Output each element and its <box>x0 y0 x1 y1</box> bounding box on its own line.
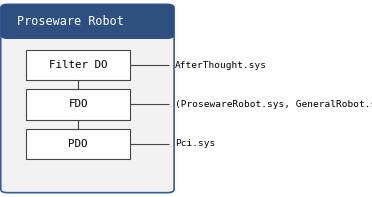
Text: PDO: PDO <box>68 139 88 149</box>
Text: FDO: FDO <box>68 99 88 109</box>
Text: (ProsewareRobot.sys, GeneralRobot.sys): (ProsewareRobot.sys, GeneralRobot.sys) <box>175 100 372 109</box>
Text: Proseware Robot: Proseware Robot <box>17 15 124 28</box>
Bar <box>26 89 130 120</box>
Text: Pci.sys: Pci.sys <box>175 139 215 148</box>
Bar <box>26 128 130 159</box>
FancyBboxPatch shape <box>1 4 174 193</box>
Text: AfterThought.sys: AfterThought.sys <box>175 60 267 70</box>
Text: Filter DO: Filter DO <box>49 60 108 70</box>
FancyBboxPatch shape <box>1 4 174 39</box>
Bar <box>9 23 166 35</box>
Bar <box>26 50 130 80</box>
